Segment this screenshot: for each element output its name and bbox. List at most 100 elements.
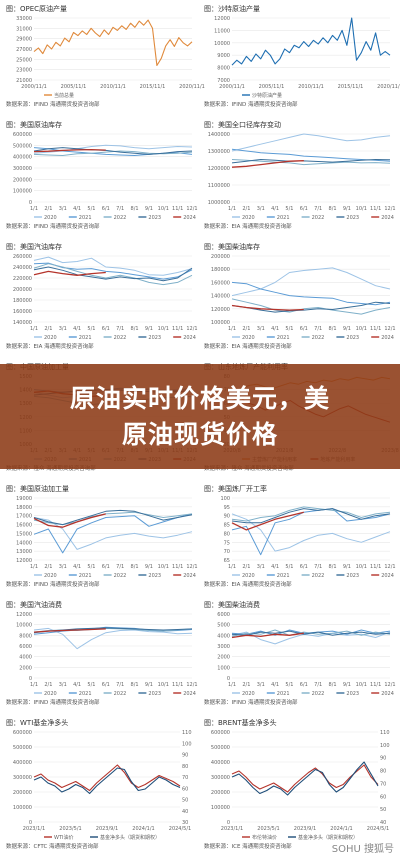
y-tick-label: 17000 bbox=[16, 514, 32, 520]
source-note: 数据来源：IFIND 海通期货投资咨询部 bbox=[6, 100, 100, 108]
y-tick-label: 400000 bbox=[13, 760, 32, 766]
y-tick-label: 16000 bbox=[16, 523, 32, 529]
x-tick-label: 7/1 bbox=[116, 326, 124, 332]
x-tick-label: 2024/1/1 bbox=[132, 826, 154, 832]
legend-label: 2021 bbox=[79, 215, 92, 221]
legend-label: 2024 bbox=[381, 335, 394, 341]
x-tick-label: 10/1 bbox=[356, 326, 367, 332]
series-line-2 bbox=[231, 281, 391, 306]
chart-title: 图：美国原油库存 bbox=[6, 120, 62, 129]
y-right-tick-label: 110 bbox=[182, 730, 192, 736]
x-tick-label: 3/1 bbox=[257, 206, 265, 212]
series-line-5 bbox=[33, 148, 106, 153]
x-tick-label: 2020/11/1 bbox=[179, 84, 205, 90]
y-tick-label: 4000 bbox=[19, 655, 32, 661]
x-tick-label: 2/1 bbox=[44, 206, 52, 212]
series-line-2 bbox=[231, 148, 391, 162]
legend-label: 2021 bbox=[277, 691, 290, 697]
y-tick-label: 400000 bbox=[211, 760, 230, 766]
legend-label: 2023 bbox=[346, 573, 359, 579]
x-tick-label: 6/1 bbox=[102, 326, 110, 332]
x-tick-label: 7/1 bbox=[116, 206, 124, 212]
y-tick-label: 1100000 bbox=[208, 183, 230, 189]
source-note: 数据来源：EIA 海通期货投资咨询部 bbox=[204, 342, 292, 350]
chart-title: 图：美国柴油消费 bbox=[204, 600, 260, 609]
x-tick-label: 8/1 bbox=[329, 326, 337, 332]
series-line-3 bbox=[33, 511, 193, 526]
y-tick-label: 200000 bbox=[13, 177, 32, 183]
y-tick-label: 12000 bbox=[214, 16, 230, 22]
legend-label: 2024 bbox=[381, 215, 394, 221]
source-note: 数据来源：EIA 海通期货投资咨询部 bbox=[204, 580, 292, 588]
y-right-tick-label: 30 bbox=[182, 820, 188, 826]
series-line-1 bbox=[33, 144, 193, 154]
legend-label: 2022 bbox=[114, 215, 127, 221]
x-tick-label: 9/1 bbox=[343, 326, 351, 332]
source-note: 数据来源：IFIND 海通期货投资咨询部 bbox=[6, 580, 100, 588]
x-tick-label: 6/1 bbox=[102, 682, 110, 688]
x-tick-label: 4/1 bbox=[271, 682, 279, 688]
legend-label: 2023 bbox=[346, 215, 359, 221]
legend-label: 2020 bbox=[44, 335, 57, 341]
x-tick-label: 4/1 bbox=[73, 682, 81, 688]
x-tick-label: 10/1 bbox=[356, 564, 367, 570]
legend-label: 基金净多头（期货和期权） bbox=[298, 834, 358, 841]
x-tick-label: 11/1 bbox=[370, 326, 381, 332]
y-right-tick-label: 40 bbox=[182, 809, 188, 815]
legend-label: 2020 bbox=[44, 215, 57, 221]
y-tick-label: 1000 bbox=[217, 665, 230, 671]
x-tick-label: 12/1 bbox=[186, 206, 197, 212]
y-tick-label: 1400000 bbox=[208, 132, 230, 138]
x-tick-label: 8/1 bbox=[329, 682, 337, 688]
y-tick-label: 200000 bbox=[211, 254, 230, 260]
y-tick-label: 12000 bbox=[16, 612, 32, 618]
x-tick-label: 10/1 bbox=[158, 326, 169, 332]
legend-label: 布伦特油价 bbox=[252, 834, 277, 841]
series-line-2 bbox=[231, 761, 379, 796]
y-tick-label: 1200000 bbox=[208, 166, 230, 172]
y-right-tick-label: 70 bbox=[380, 781, 386, 787]
chart-title: 图：美国汽油消费 bbox=[6, 600, 62, 609]
source-note: 数据来源：CFTC 海通期货投资咨询部 bbox=[6, 842, 99, 850]
source-note: 数据来源：ICE 海通期货投资咨询部 bbox=[204, 842, 292, 850]
x-tick-label: 8/1 bbox=[329, 206, 337, 212]
y-right-tick-label: 100 bbox=[380, 743, 390, 749]
chart-panel-13: 图：WTI基金净多头 600000 500000 400000 300000 200000… bbox=[6, 718, 192, 850]
y-tick-label: 240000 bbox=[13, 265, 32, 271]
y-tick-label: 140000 bbox=[211, 294, 230, 300]
x-tick-label: 2010/11/1 bbox=[298, 84, 324, 90]
y-right-tick-label: 60 bbox=[380, 794, 386, 800]
x-tick-label: 11/1 bbox=[370, 564, 381, 570]
chart-panel-6: 图：美国柴油库存 200000 180000 160000 140000 120000 10… bbox=[204, 242, 396, 350]
y-right-tick-label: 110 bbox=[380, 730, 390, 736]
x-tick-label: 1/1 bbox=[228, 682, 236, 688]
x-tick-label: 6/1 bbox=[300, 326, 308, 332]
x-tick-label: 2000/11/1 bbox=[21, 84, 47, 90]
y-tick-label: 100 bbox=[220, 496, 230, 502]
x-tick-label: 2/1 bbox=[242, 206, 250, 212]
y-tick-label: 0 bbox=[227, 676, 230, 682]
legend-label: 2022 bbox=[312, 573, 325, 579]
chart-title: 图：OPEC原油产量 bbox=[6, 4, 67, 13]
x-tick-label: 9/1 bbox=[343, 682, 351, 688]
overlay-title-banner: 原油实时价格美元，美 原油现货价格 bbox=[0, 364, 400, 469]
y-tick-label: 9000 bbox=[217, 53, 230, 59]
x-tick-label: 2010/11/1 bbox=[100, 84, 126, 90]
chart-panel-14: 图：BRENT基金净多头 600000 500000 400000 300000 2000… bbox=[204, 718, 390, 850]
chart-panel-4: 图：美国全口径库存变动 1400000 1300000 1200000 1100000 1… bbox=[204, 120, 396, 230]
legend-label: 2020 bbox=[44, 573, 57, 579]
legend-label: 2021 bbox=[277, 335, 290, 341]
x-tick-label: 6/1 bbox=[102, 206, 110, 212]
x-tick-label: 5/1 bbox=[285, 206, 293, 212]
x-tick-label: 8/1 bbox=[329, 564, 337, 570]
series-line-1 bbox=[33, 19, 193, 67]
legend-label: 2023 bbox=[346, 335, 359, 341]
y-tick-label: 15000 bbox=[16, 531, 32, 537]
legend-label: 2021 bbox=[79, 335, 92, 341]
legend-label: 2020 bbox=[242, 691, 255, 697]
x-tick-label: 2015/11/1 bbox=[140, 84, 166, 90]
x-tick-label: 10/1 bbox=[158, 564, 169, 570]
x-tick-label: 8/1 bbox=[131, 564, 139, 570]
x-tick-label: 3/1 bbox=[257, 682, 265, 688]
chart-title: 图：沙特原油产量 bbox=[204, 4, 260, 13]
